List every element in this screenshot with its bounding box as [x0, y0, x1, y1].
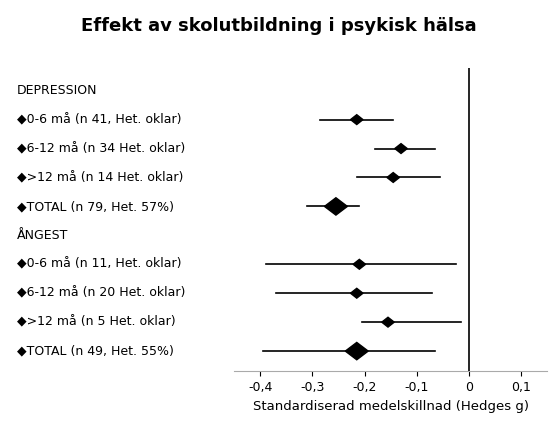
Polygon shape — [324, 198, 348, 215]
Polygon shape — [350, 115, 363, 124]
Text: ◆>12 må (n 5 Het. oklar): ◆>12 må (n 5 Het. oklar) — [17, 316, 175, 329]
Text: ◆0-6 må (n 41, Het. oklar): ◆0-6 må (n 41, Het. oklar) — [17, 113, 181, 126]
Text: ÅNGEST: ÅNGEST — [17, 229, 68, 242]
Text: ◆TOTAL (n 79, Het. 57%): ◆TOTAL (n 79, Het. 57%) — [17, 200, 174, 213]
Polygon shape — [353, 260, 365, 269]
Text: ◆0-6 må (n 11, Het. oklar): ◆0-6 må (n 11, Het. oklar) — [17, 258, 181, 271]
Text: DEPRESSION: DEPRESSION — [17, 84, 97, 97]
Text: ◆>12 må (n 14 Het. oklar): ◆>12 må (n 14 Het. oklar) — [17, 171, 183, 184]
X-axis label: Standardiserad medelskillnad (Hedges g): Standardiserad medelskillnad (Hedges g) — [253, 400, 528, 413]
Polygon shape — [387, 173, 400, 182]
Polygon shape — [350, 288, 363, 298]
Polygon shape — [382, 317, 395, 327]
Polygon shape — [345, 342, 368, 360]
Text: Effekt av skolutbildning i psykisk hälsa: Effekt av skolutbildning i psykisk hälsa — [81, 17, 477, 35]
Polygon shape — [395, 143, 407, 154]
Text: ◆6-12 må (n 20 Het. oklar): ◆6-12 må (n 20 Het. oklar) — [17, 287, 185, 300]
Text: ◆6-12 må (n 34 Het. oklar): ◆6-12 må (n 34 Het. oklar) — [17, 142, 185, 155]
Text: ◆TOTAL (n 49, Het. 55%): ◆TOTAL (n 49, Het. 55%) — [17, 345, 174, 357]
